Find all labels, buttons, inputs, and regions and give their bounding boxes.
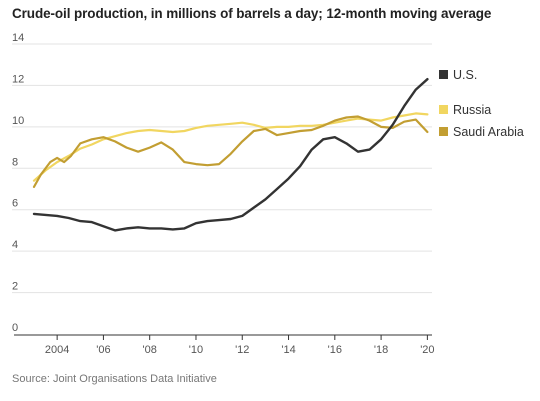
legend-swatch-saudi-arabia bbox=[439, 127, 448, 136]
legend-swatch-russia bbox=[439, 105, 448, 114]
series-line-u-s bbox=[32, 77, 429, 232]
y-tick-label-4: 4 bbox=[12, 239, 18, 251]
y-tick-label-10: 10 bbox=[12, 115, 24, 127]
y-tick-label-6: 6 bbox=[12, 198, 18, 210]
legend: U.S. Russia Saudi Arabia bbox=[439, 68, 524, 139]
x-tick-label-2006: '06 bbox=[96, 344, 110, 356]
x-tick-label-2018: '18 bbox=[374, 344, 388, 356]
y-tick-label-8: 8 bbox=[12, 156, 18, 168]
x-tick-label-2010: '10 bbox=[189, 344, 203, 356]
legend-label-russia: Russia bbox=[453, 103, 491, 117]
x-tick-label-2012: '12 bbox=[235, 344, 249, 356]
series-lines bbox=[32, 77, 429, 232]
chart-title: Crude-oil production, in millions of bar… bbox=[12, 6, 492, 21]
gridlines: 0 2 4 6 8 10 12 14 bbox=[12, 32, 432, 334]
x-tick-label-2008: '08 bbox=[143, 344, 157, 356]
y-tick-label-14: 14 bbox=[12, 32, 24, 44]
x-axis: 2004 '06 '08 '10 '12 '14 '16 '18 '20 bbox=[14, 334, 435, 356]
x-tick-label-2014: '14 bbox=[281, 344, 295, 356]
source-note: Source: Joint Organisations Data Initiat… bbox=[12, 373, 217, 385]
y-tick-label-12: 12 bbox=[12, 73, 24, 85]
legend-label-saudi-arabia: Saudi Arabia bbox=[453, 125, 524, 139]
y-tick-label-0: 0 bbox=[12, 322, 18, 334]
series-line-russia bbox=[32, 112, 429, 182]
x-tick-label-2004: 2004 bbox=[45, 344, 69, 356]
legend-label-u-s: U.S. bbox=[453, 68, 477, 82]
x-tick-label-2020: '20 bbox=[420, 344, 434, 356]
x-tick-label-2016: '16 bbox=[328, 344, 342, 356]
series-line-saudi-arabia bbox=[32, 115, 429, 188]
legend-swatch-u-s bbox=[439, 70, 448, 79]
y-tick-label-2: 2 bbox=[12, 281, 18, 293]
